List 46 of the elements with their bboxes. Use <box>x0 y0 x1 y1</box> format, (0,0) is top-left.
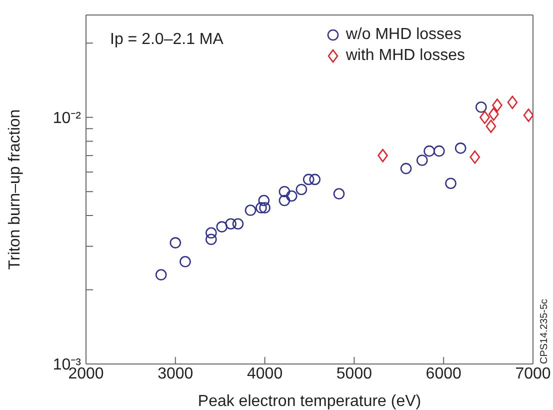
point <box>333 188 345 200</box>
point <box>445 178 456 190</box>
point <box>433 145 445 157</box>
point <box>476 101 487 113</box>
point <box>206 234 217 246</box>
legend-label: w/o MHD losses <box>346 25 462 45</box>
point <box>480 110 490 124</box>
point <box>170 237 182 248</box>
x-axis-title: Peak electron temperature (eV) <box>198 393 422 410</box>
point <box>296 184 308 196</box>
point <box>216 221 228 232</box>
point <box>258 194 270 206</box>
point <box>378 148 388 162</box>
point <box>454 142 466 154</box>
point <box>180 256 191 268</box>
point <box>155 269 167 280</box>
x-tick-label: 6000 <box>426 365 462 382</box>
point <box>492 98 502 112</box>
point <box>400 162 412 174</box>
x-tick-label: 3000 <box>158 365 194 382</box>
point <box>278 194 290 206</box>
x-tick-label: 5000 <box>336 365 372 382</box>
annotation: Ip = 2.0–2.1 MA <box>110 31 224 49</box>
text: CPS14.235-5c <box>539 298 550 364</box>
point <box>486 120 496 133</box>
point <box>488 108 499 121</box>
point <box>225 218 236 230</box>
y-axis-title: Triton burn–up fraction <box>6 109 24 270</box>
point <box>206 227 217 239</box>
point <box>470 150 480 164</box>
point <box>424 145 435 157</box>
point <box>278 186 290 198</box>
point <box>256 202 267 214</box>
point <box>259 202 270 214</box>
point <box>416 154 428 166</box>
point <box>507 96 518 110</box>
point <box>232 218 244 230</box>
point <box>244 204 256 216</box>
point <box>523 108 533 122</box>
y-tick-label: 10⁻² <box>52 110 82 128</box>
point <box>286 190 298 202</box>
point <box>309 174 321 186</box>
legend-label: with MHD losses <box>346 46 465 66</box>
x-tick-label: 7000 <box>515 365 551 382</box>
x-tick-label: 4000 <box>247 365 283 382</box>
point <box>302 174 314 186</box>
